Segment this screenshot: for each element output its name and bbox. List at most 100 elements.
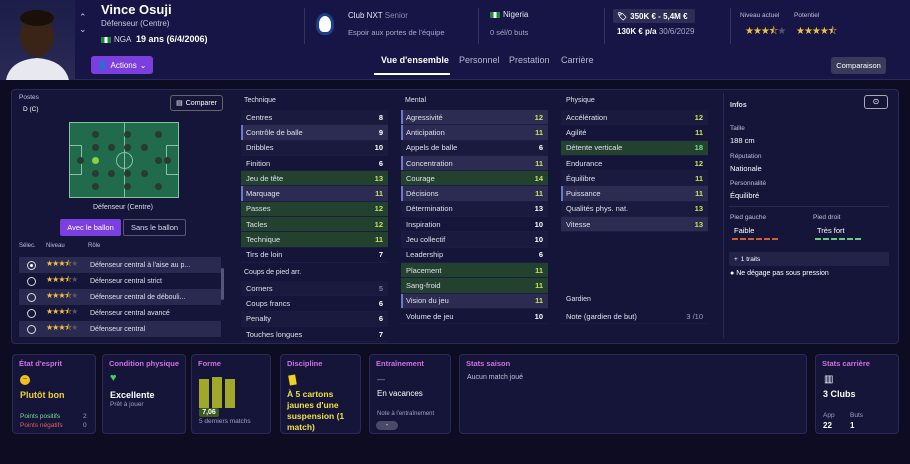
attribute-name: Vitesse	[566, 219, 591, 229]
radio-button[interactable]	[27, 308, 36, 318]
attribute-value: 6	[538, 250, 543, 260]
attribute-row[interactable]: Technique 11	[241, 232, 388, 248]
chevron-up-icon[interactable]: ⌃	[79, 12, 87, 22]
discipline-title: Discipline	[287, 359, 323, 368]
attribute-row[interactable]: Passes 12	[241, 201, 388, 218]
attribute-value: 13	[534, 204, 543, 214]
list-item[interactable]: ★★★⯪★ Défenseur central avancé	[19, 305, 221, 321]
attribute-row[interactable]: Centres 8	[241, 110, 388, 126]
chevron-down-icon[interactable]: ⌄	[79, 24, 87, 34]
actions-button[interactable]: 👤 Actions ⌄	[91, 56, 153, 74]
club-icon: ▥	[824, 374, 834, 385]
attribute-row[interactable]: Endurance 12	[561, 156, 708, 172]
attribute-row[interactable]: Détente verticale 18	[561, 140, 708, 156]
card-condition[interactable]: Condition physique ♥ Excellente Prêt à j…	[102, 354, 186, 434]
face-icon: ~	[20, 375, 30, 385]
attribute-row[interactable]: Vitesse 13	[561, 217, 708, 233]
attribute-name: Inspiration	[406, 219, 441, 229]
role-list-scrollbar[interactable]	[221, 268, 224, 300]
traits-button[interactable]: +1 traits	[729, 252, 889, 266]
attribute-row[interactable]: Penalty 6	[241, 311, 388, 327]
card-form[interactable]: Forme 7,06 5 derniers matchs	[191, 354, 271, 434]
card-mind[interactable]: État d'esprit ~ Plutôt bon Points positi…	[12, 354, 96, 434]
attribute-row[interactable]: Contrôle de balle 9	[241, 125, 388, 141]
attribute-row[interactable]: Appels de balle 6	[401, 140, 548, 156]
player-info-icon[interactable]: ⊙	[864, 95, 888, 109]
attribute-name: Tacles	[246, 219, 268, 229]
market-value[interactable]: 🏷 350K € - 5,4M €	[613, 9, 695, 23]
tab-performance[interactable]: Prestation	[509, 55, 550, 65]
list-item[interactable]: ★★★⯪★ Défenseur central à l'aise au p...	[19, 257, 221, 273]
compare-button[interactable]: ▤ Comparer	[170, 95, 223, 111]
list-item[interactable]: ★★★⯪★ Défenseur central de débouli...	[19, 289, 221, 305]
attribute-value: 13	[694, 219, 703, 229]
attribute-row[interactable]: Placement 11	[401, 262, 548, 279]
club-name[interactable]: Club NXT Senior	[348, 11, 408, 20]
comparison-button[interactable]: Comparaison	[831, 57, 886, 74]
card-career-stats[interactable]: Stats carrière ▥ 3 Clubs App 22 Buts 1	[815, 354, 899, 434]
attribute-row[interactable]: Corners 5	[241, 281, 388, 297]
attribute-value: 10	[534, 235, 543, 245]
attribute-row[interactable]: Marquage 11	[241, 186, 388, 202]
attribute-value: 12	[694, 112, 703, 122]
attribute-value: 11	[535, 127, 543, 137]
attribute-row[interactable]: Jeu de tête 13	[241, 171, 388, 187]
list-item[interactable]: ★★★⯪★ Défenseur central	[19, 321, 221, 337]
current-position-dot	[92, 157, 99, 164]
without-ball-toggle[interactable]: Sans le ballon	[123, 219, 186, 236]
attribute-row[interactable]: Inspiration 10	[401, 217, 548, 233]
attribute-row[interactable]: Vision du jeu 11	[401, 293, 548, 309]
attribute-name: Jeu collectif	[406, 235, 446, 245]
attribute-row[interactable]: Concentration 11	[401, 155, 548, 172]
attribute-row[interactable]: Sang-froid 11	[401, 278, 548, 294]
condition-value: Excellente	[110, 390, 155, 400]
attribute-row[interactable]: Dribbles 10	[241, 140, 388, 156]
card-season-stats[interactable]: Stats saison Aucun match joué	[459, 354, 807, 434]
attribute-row[interactable]: Qualités phys. nat. 13	[561, 201, 708, 218]
tab-career[interactable]: Carrière	[561, 55, 594, 65]
attribute-row[interactable]: Jeu collectif 10	[401, 232, 548, 248]
attribute-name: Tirs de loin	[246, 250, 283, 260]
country[interactable]: Nigeria	[490, 10, 528, 19]
attribute-row[interactable]: Accélération 12	[561, 110, 708, 126]
attribute-row[interactable]: Volume de jeu 10	[401, 309, 548, 325]
attribute-name: Passes	[246, 204, 271, 214]
personality-label: Personnalité	[730, 180, 767, 187]
attribute-row[interactable]: Tacles 12	[241, 217, 388, 233]
attribute-row[interactable]: Leadership 6	[401, 248, 548, 263]
attribute-value: 11	[695, 127, 703, 137]
radio-button[interactable]	[27, 292, 36, 302]
card-discipline[interactable]: Discipline À 5 cartons jaunes d'une susp…	[280, 354, 361, 434]
attribute-value: 9	[378, 127, 383, 137]
attribute-row[interactable]: Agressivité 12	[401, 110, 548, 126]
attribute-row[interactable]: Touches longues 7	[241, 327, 388, 343]
attribute-row[interactable]: Détermination 13	[401, 201, 548, 218]
tab-overview[interactable]: Vue d'ensemble	[381, 55, 449, 65]
attribute-row[interactable]: Puissance 11	[561, 186, 708, 202]
radio-button[interactable]	[27, 276, 36, 286]
attribute-value: 7	[378, 250, 383, 260]
attribute-name: Jeu de tête	[246, 173, 284, 183]
tab-personal[interactable]: Personnel	[459, 55, 500, 65]
attribute-row[interactable]: Équilibre 11	[561, 171, 708, 187]
card-training[interactable]: Entraînement — En vacances Note à l'entr…	[369, 354, 451, 434]
attribute-row[interactable]: Coups francs 6	[241, 296, 388, 312]
attribute-row[interactable]: Tirs de loin 7	[241, 248, 388, 263]
attribute-value: 10	[534, 311, 543, 321]
radio-button[interactable]	[27, 324, 36, 334]
radio-button[interactable]	[27, 260, 36, 270]
list-item[interactable]: ★★★⯪★ Défenseur central strict	[19, 273, 221, 289]
attribute-row[interactable]: Agilité 11	[561, 125, 708, 141]
divider	[729, 206, 889, 207]
attribute-row[interactable]: Courage 14	[401, 171, 548, 187]
attribute-row[interactable]: Finition 6	[241, 156, 388, 172]
attribute-value: 18	[694, 143, 703, 153]
goals-value: 1	[850, 421, 855, 430]
with-ball-toggle[interactable]: Avec le ballon	[60, 219, 121, 236]
attribute-row[interactable]: Décisions 11	[401, 186, 548, 202]
club-crest[interactable]	[316, 13, 334, 35]
attribute-value: 11	[535, 265, 543, 275]
attribute-row[interactable]: Anticipation 11	[401, 125, 548, 141]
training-note-label: Note à l'entraînement	[377, 411, 435, 417]
mind-value: Plutôt bon	[20, 390, 65, 400]
